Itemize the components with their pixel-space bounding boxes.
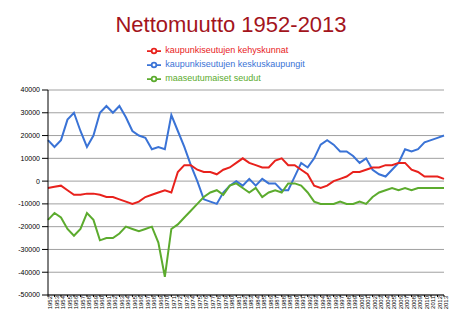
svg-text:0: 0: [36, 178, 40, 185]
svg-text:1959: 1959: [93, 295, 99, 309]
html-text:maaseutumaiset seudut: maaseutumaiset seudut: [165, 73, 261, 84]
svg-text:30000: 30000: [21, 109, 41, 116]
svg-text:1996: 1996: [333, 295, 339, 309]
svg-text:1971: 1971: [171, 295, 177, 309]
svg-text:2002: 2002: [372, 295, 378, 309]
svg-text:1963: 1963: [119, 295, 125, 309]
svg-text:1969: 1969: [158, 295, 164, 309]
svg-text:1961: 1961: [106, 295, 112, 309]
svg-text:1987: 1987: [274, 295, 280, 309]
svg-text:-30000: -30000: [18, 246, 40, 253]
svg-text:1956: 1956: [73, 295, 79, 309]
svg-text:1953: 1953: [54, 295, 60, 309]
svg-text:1973: 1973: [184, 295, 190, 309]
html-text:kaupunkiseutujen keskuskaupung: kaupunkiseutujen keskuskaupungit: [165, 59, 305, 70]
svg-text:1962: 1962: [112, 295, 118, 309]
svg-text:-50000: -50000: [18, 291, 40, 298]
svg-text:2010: 2010: [424, 295, 430, 309]
svg-text:1986: 1986: [268, 295, 274, 309]
svg-text:1957: 1957: [80, 295, 86, 309]
svg-text:2009: 2009: [417, 295, 423, 309]
svg-text:1984: 1984: [255, 295, 261, 309]
svg-text:2004: 2004: [385, 295, 391, 309]
svg-text:1982: 1982: [242, 295, 248, 309]
svg-text:-40000: -40000: [18, 269, 40, 276]
svg-text:1988: 1988: [281, 295, 287, 309]
svg-text:1977: 1977: [210, 295, 216, 309]
svg-text:2013: 2013: [443, 295, 449, 309]
svg-text:1967: 1967: [145, 295, 151, 309]
svg-text:1964: 1964: [125, 295, 131, 309]
svg-text:1980: 1980: [229, 295, 235, 309]
svg-text:1958: 1958: [86, 295, 92, 309]
html-text:Nettomuutto 1952-2013: Nettomuutto 1952-2013: [115, 12, 347, 37]
svg-text:1999: 1999: [352, 295, 358, 309]
svg-text:2007: 2007: [404, 295, 410, 309]
svg-text:-20000: -20000: [18, 223, 40, 230]
svg-text:1970: 1970: [164, 295, 170, 309]
html-text:kaupunkiseutujen kehyskunnat: kaupunkiseutujen kehyskunnat: [165, 45, 289, 56]
svg-text:1965: 1965: [132, 295, 138, 309]
svg-text:2011: 2011: [430, 295, 436, 309]
svg-text:1985: 1985: [261, 295, 267, 309]
svg-text:1955: 1955: [67, 295, 73, 309]
svg-text:1975: 1975: [197, 295, 203, 309]
svg-text:1995: 1995: [326, 295, 332, 309]
svg-text:1989: 1989: [287, 295, 293, 309]
svg-text:2001: 2001: [365, 295, 371, 309]
svg-text:1979: 1979: [223, 295, 229, 309]
svg-text:1966: 1966: [138, 295, 144, 309]
svg-text:1976: 1976: [203, 295, 209, 309]
svg-text:2003: 2003: [378, 295, 384, 309]
svg-text:1952: 1952: [47, 295, 53, 309]
svg-text:2005: 2005: [391, 295, 397, 309]
svg-text:2012: 2012: [437, 295, 443, 309]
svg-text:1974: 1974: [190, 295, 196, 309]
svg-text:20000: 20000: [21, 132, 41, 139]
svg-text:1968: 1968: [151, 295, 157, 309]
svg-text:1983: 1983: [249, 295, 255, 309]
svg-text:-10000: -10000: [18, 200, 40, 207]
svg-text:1998: 1998: [346, 295, 352, 309]
svg-text:2008: 2008: [411, 295, 417, 309]
svg-text:1981: 1981: [236, 295, 242, 309]
svg-text:1978: 1978: [216, 295, 222, 309]
svg-text:10000: 10000: [21, 155, 41, 162]
svg-text:1994: 1994: [320, 295, 326, 309]
svg-text:2006: 2006: [398, 295, 404, 309]
svg-text:2000: 2000: [359, 295, 365, 309]
svg-text:1992: 1992: [307, 295, 313, 309]
svg-text:1991: 1991: [300, 295, 306, 309]
svg-text:1993: 1993: [313, 295, 319, 309]
svg-text:40000: 40000: [21, 86, 41, 93]
svg-text:1972: 1972: [177, 295, 183, 309]
svg-text:1960: 1960: [99, 295, 105, 309]
svg-text:1997: 1997: [339, 295, 345, 309]
svg-text:1990: 1990: [294, 295, 300, 309]
svg-text:1954: 1954: [60, 295, 66, 309]
